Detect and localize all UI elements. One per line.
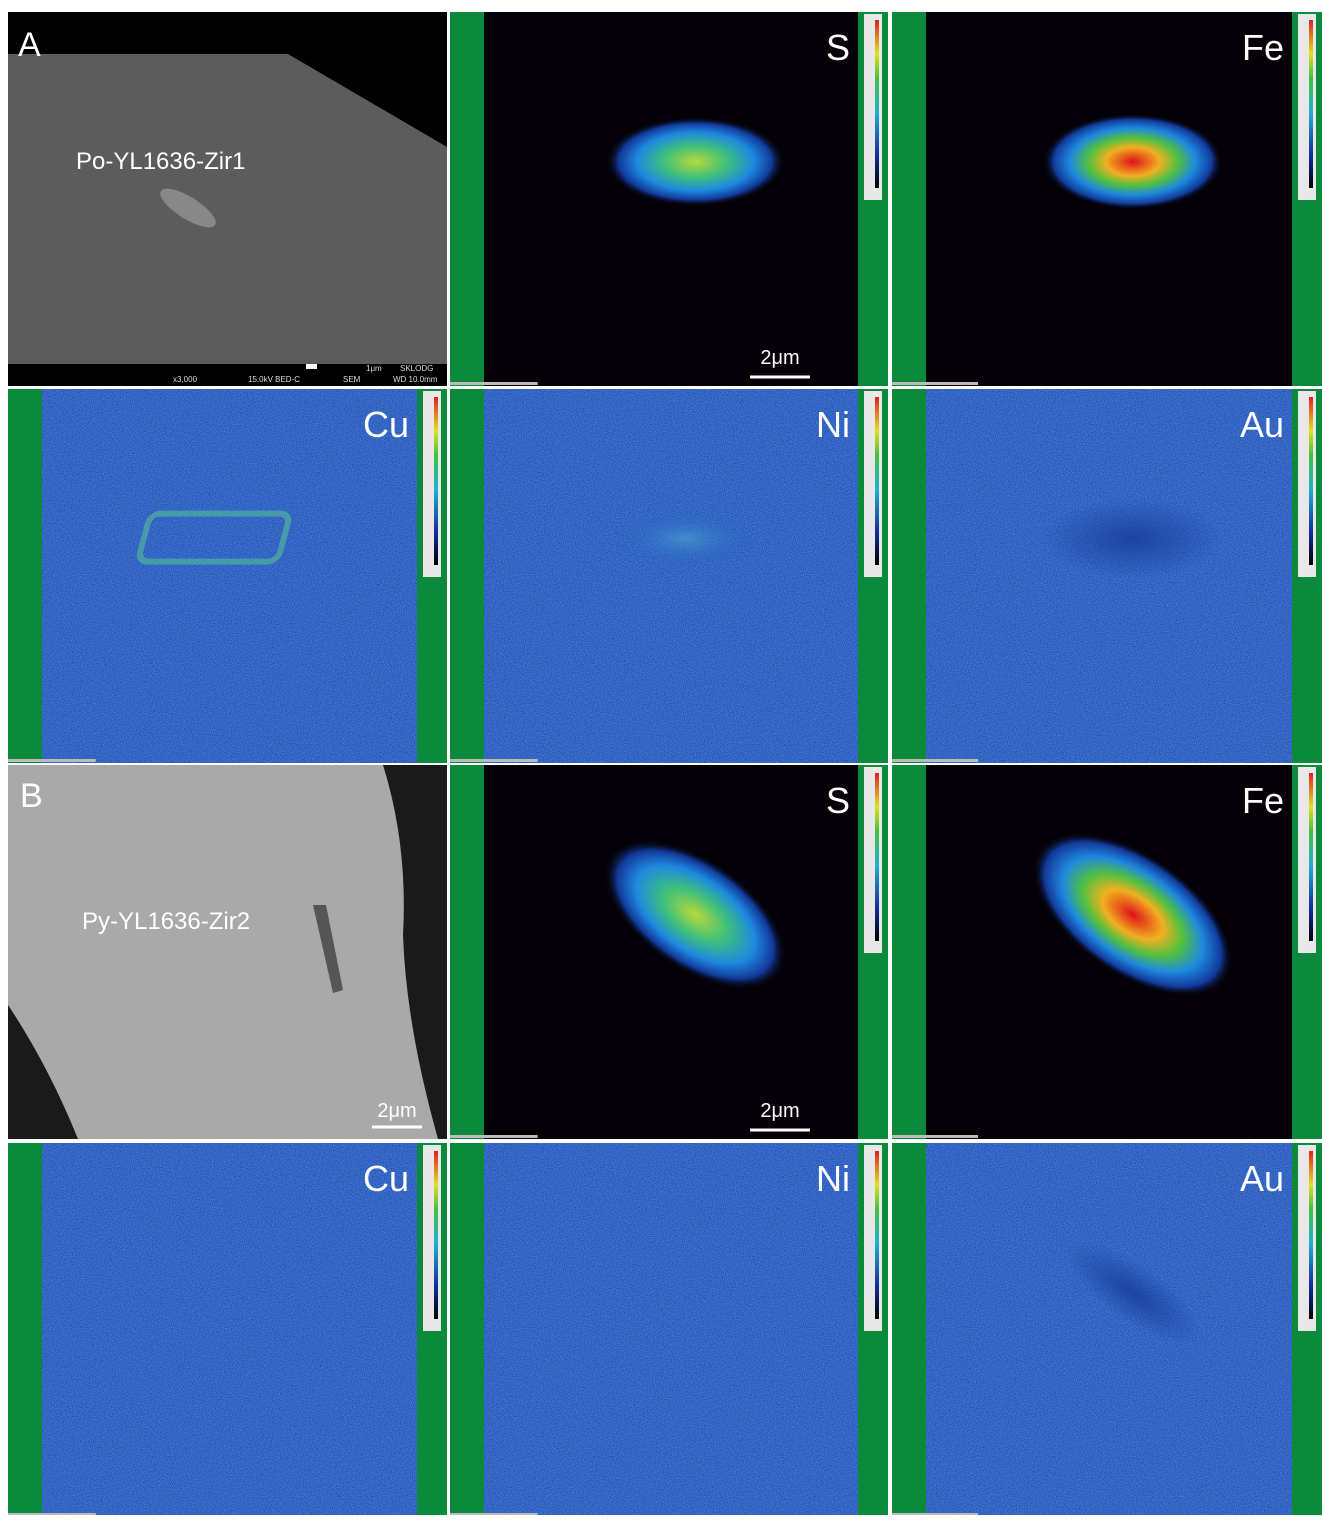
- figure: A Po-YL1636-Zir1 1μm SKLODG x3,000 15.0kV BED…: [0, 0, 1322, 1515]
- element-signal: [615, 511, 755, 567]
- left-bar: [450, 765, 484, 1139]
- element-map: Fe: [892, 12, 1322, 386]
- color-scale: [1309, 1151, 1313, 1319]
- element-label: Fe: [1242, 27, 1284, 68]
- element-map: Cu: [8, 389, 447, 763]
- color-scale-frame: [1298, 767, 1316, 953]
- element-label: Cu: [363, 404, 409, 445]
- left-bar: [450, 389, 484, 763]
- left-bar: [8, 1143, 42, 1515]
- element-label: S: [826, 780, 850, 821]
- color-scale-frame: [423, 1145, 441, 1331]
- sem-grain: [8, 765, 438, 1139]
- element-map: Ni: [450, 389, 888, 763]
- map-footer: [450, 382, 538, 385]
- sample-label: Po-YL1636-Zir1: [76, 148, 245, 175]
- color-scale-frame: [864, 391, 882, 577]
- color-scale-frame: [1298, 391, 1316, 577]
- element-signal: [1043, 114, 1223, 210]
- map-footer: [8, 759, 96, 762]
- color-scale: [1309, 773, 1313, 941]
- sem-panel: B Py-YL1636-Zir2 2μm: [8, 765, 447, 1139]
- color-scale-frame: [864, 1145, 882, 1331]
- sem-footer-text: x3,000: [173, 375, 198, 384]
- color-scale-frame: [864, 767, 882, 953]
- map-footer: [892, 1135, 978, 1138]
- sem-footer-text: WD 10.0mm: [393, 375, 438, 384]
- color-scale: [875, 397, 879, 565]
- left-bar: [892, 389, 926, 763]
- color-scale: [875, 773, 879, 941]
- element-label: Fe: [1242, 780, 1284, 821]
- element-label: Au: [1240, 404, 1284, 445]
- color-scale: [1309, 397, 1313, 565]
- element-map: S 2μm: [450, 765, 888, 1139]
- color-scale-frame: [864, 14, 882, 200]
- element-label: Ni: [816, 404, 850, 445]
- panel-label: A: [18, 26, 41, 64]
- element-label: Cu: [363, 1158, 409, 1199]
- left-bar: [892, 765, 926, 1139]
- element-label: Ni: [816, 1158, 850, 1199]
- sem-footer-text: 1μm: [366, 364, 382, 373]
- sem-footer-text: SKLODG: [400, 364, 433, 373]
- left-bar: [8, 389, 42, 763]
- sample-label: Py-YL1636-Zir2: [82, 908, 250, 935]
- scale-label: 2μm: [760, 347, 799, 369]
- element-map: S 2μm: [450, 12, 888, 386]
- element-label: Au: [1240, 1158, 1284, 1199]
- map-background: [8, 389, 447, 763]
- color-scale-frame: [423, 391, 441, 577]
- element-map: Cu: [8, 1143, 447, 1515]
- color-scale: [1309, 20, 1313, 188]
- map-footer: [450, 759, 538, 762]
- color-scale: [875, 1151, 879, 1319]
- scale-label: 2μm: [377, 1100, 416, 1122]
- left-bar: [450, 1143, 484, 1515]
- element-map: Au: [892, 389, 1322, 763]
- map-footer: [892, 759, 978, 762]
- element-map: Fe: [892, 765, 1322, 1139]
- sem-footer-text: SEM: [343, 375, 361, 384]
- sem-footer-text: 15.0kV BED-C: [248, 375, 300, 384]
- color-scale-frame: [1298, 1145, 1316, 1331]
- element-signal: [1043, 499, 1223, 579]
- color-scale: [875, 20, 879, 188]
- left-bar: [450, 12, 484, 386]
- map-footer: [450, 1135, 538, 1138]
- element-map: Ni: [450, 1143, 888, 1515]
- scale-label: 2μm: [760, 1100, 799, 1122]
- map-footer: [892, 382, 978, 385]
- sem-panel: A Po-YL1636-Zir1 1μm SKLODG x3,000 15.0kV BED…: [8, 12, 447, 386]
- element-signal: [605, 117, 785, 207]
- left-bar: [892, 12, 926, 386]
- map-background: [450, 389, 888, 763]
- page: A Po-YL1636-Zir1 1μm SKLODG x3,000 15.0kV BED…: [0, 0, 1322, 1520]
- element-map: Au: [892, 1143, 1322, 1515]
- left-bar: [892, 1143, 926, 1515]
- color-scale: [434, 1151, 438, 1319]
- color-scale: [434, 397, 438, 565]
- sem-scale-bar: [306, 364, 317, 369]
- element-label: S: [826, 27, 850, 68]
- panel-label: B: [20, 777, 43, 815]
- color-scale-frame: [1298, 14, 1316, 200]
